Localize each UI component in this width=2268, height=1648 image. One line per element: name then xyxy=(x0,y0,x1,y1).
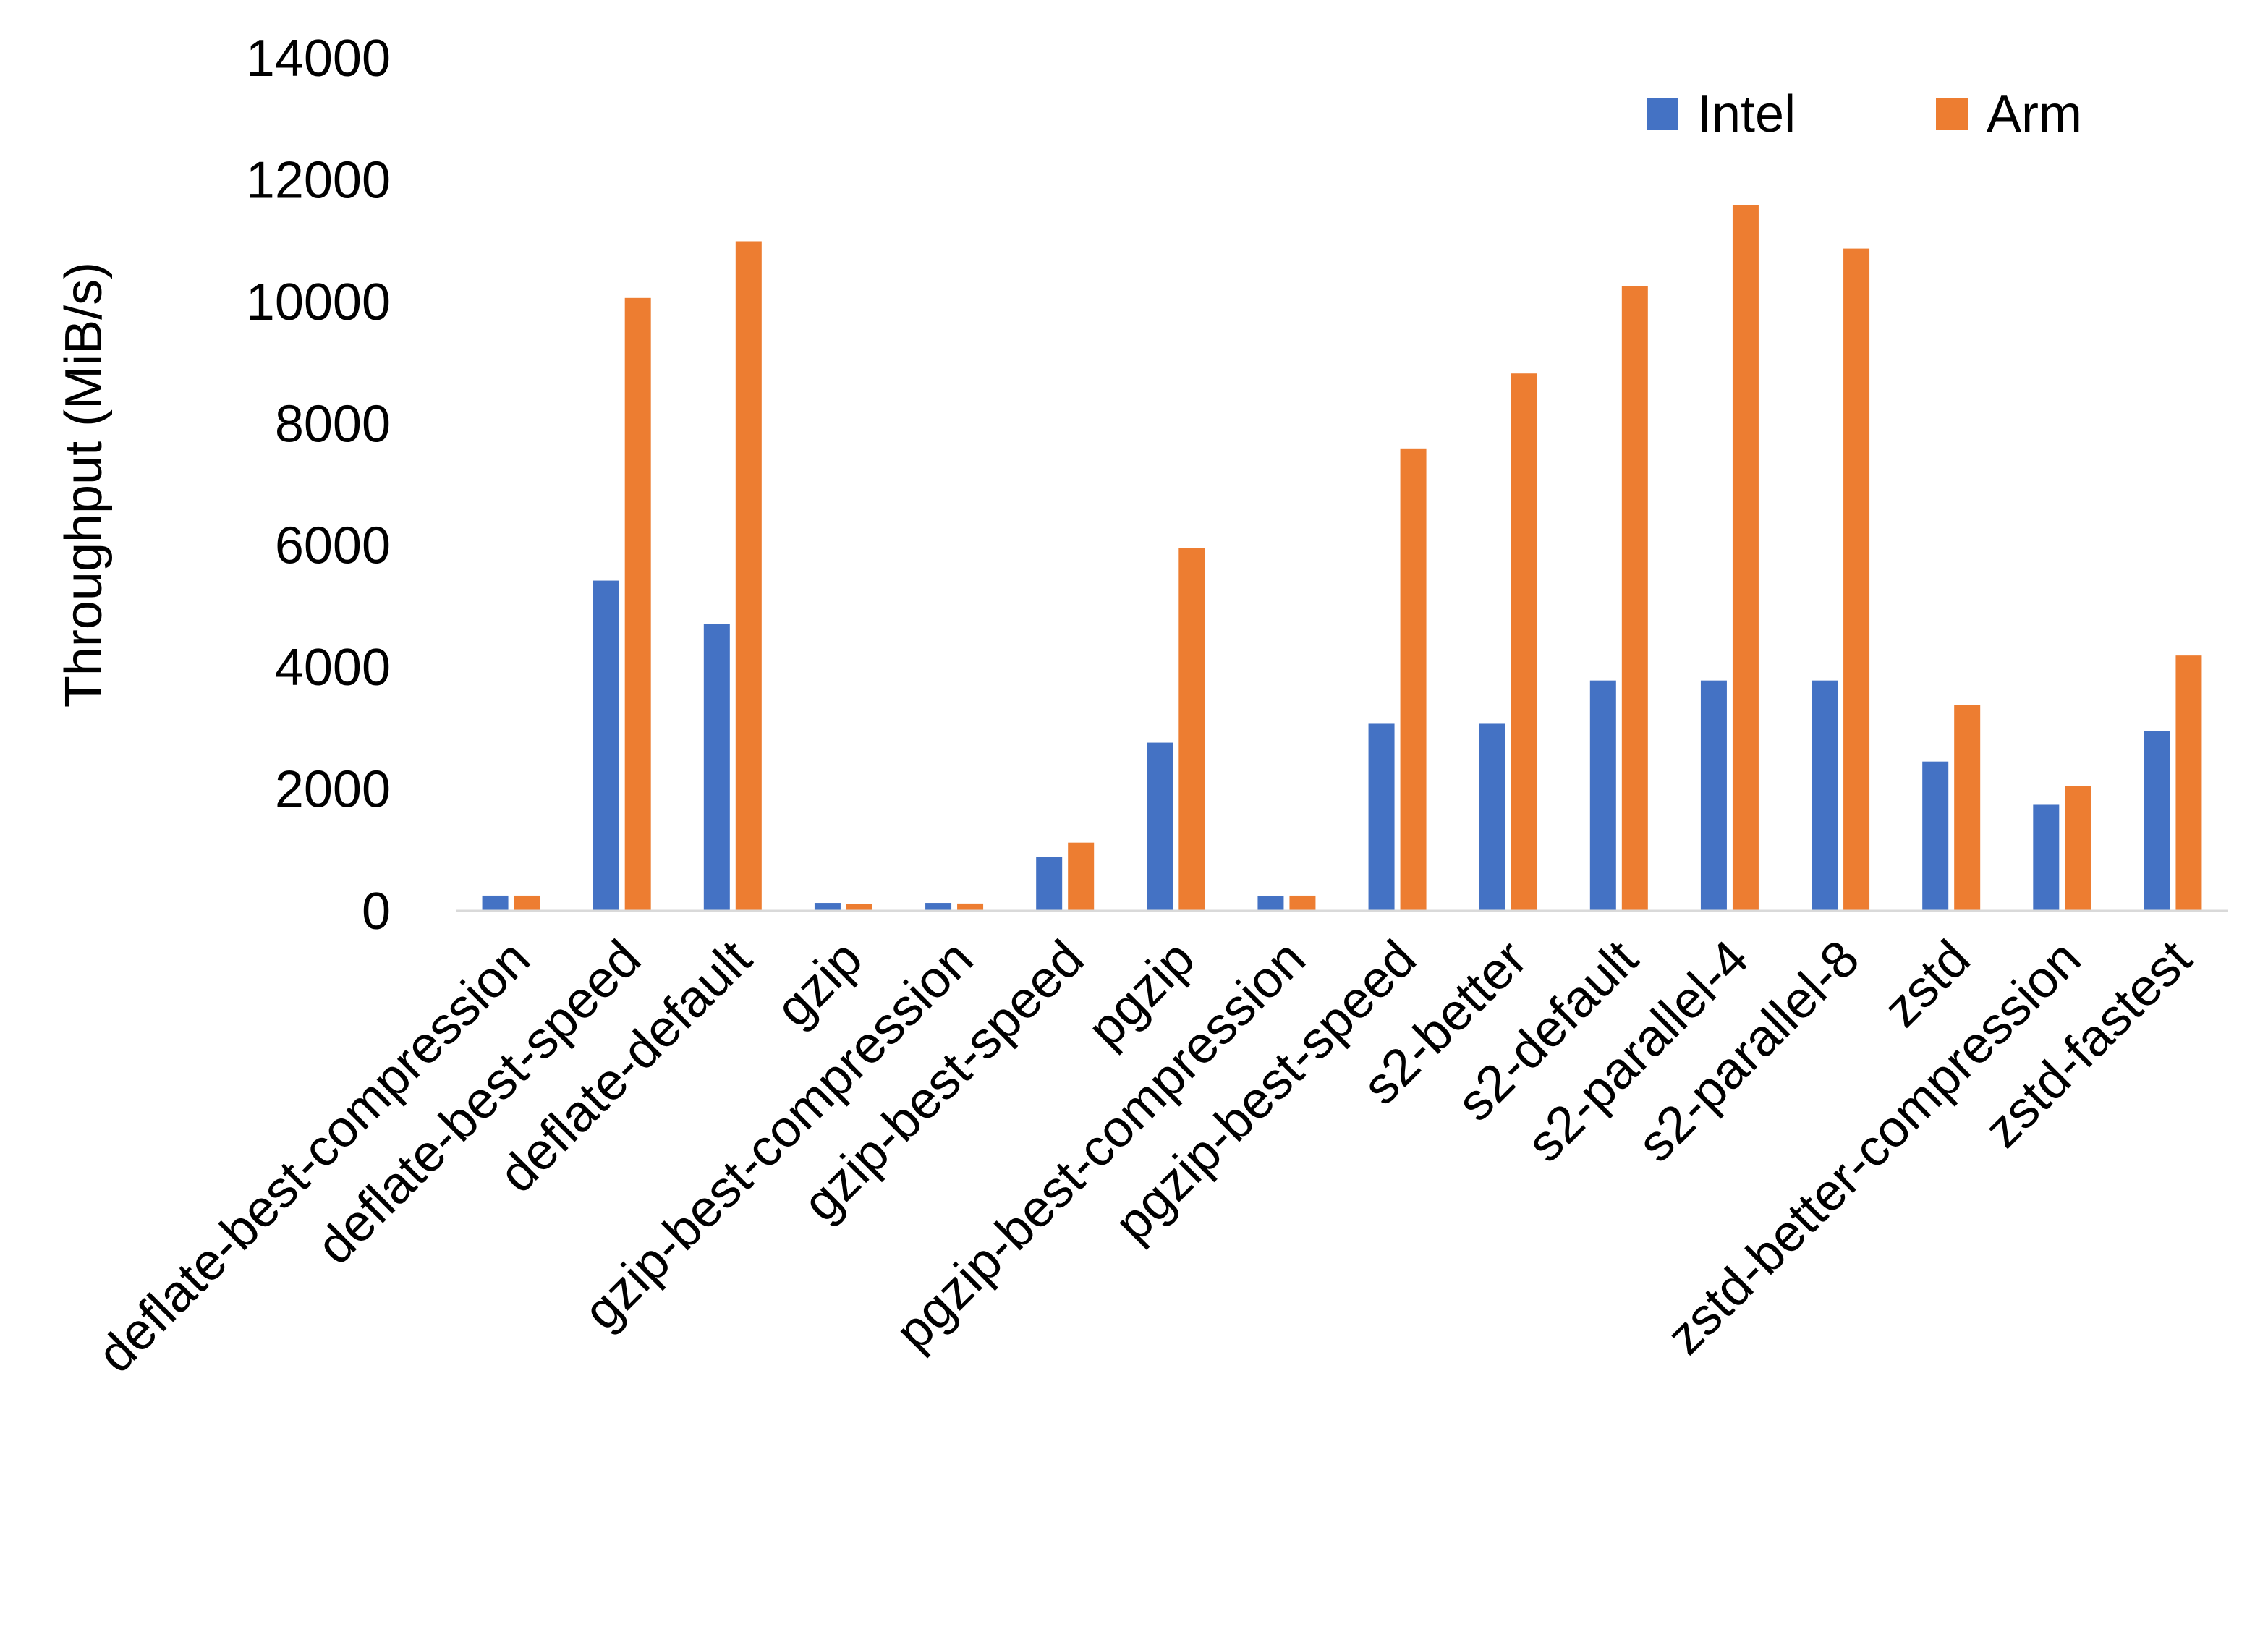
y-tick-label: 12000 xyxy=(246,151,391,209)
bar-arm-s2-parallel-8 xyxy=(1843,248,1870,912)
x-tick-label: deflate-best-compression xyxy=(87,930,541,1384)
bar-arm-s2-default xyxy=(1621,286,1648,911)
y-axis-title: Throughput (MiB/s) xyxy=(55,262,113,708)
bar-arm-s2-parallel-4 xyxy=(1732,205,1759,911)
bar-intel-pgzip-best-speed xyxy=(1368,723,1395,911)
y-tick-label: 14000 xyxy=(246,30,391,88)
bar-intel-s2-parallel-8 xyxy=(1812,680,1838,911)
bar-arm-pgzip-best-speed xyxy=(1400,448,1427,911)
y-tick-label: 0 xyxy=(362,883,391,940)
bar-arm-zstd-better-compression xyxy=(2065,786,2091,911)
bar-arm-deflate-best-compression xyxy=(514,895,540,911)
bar-arm-deflate-default xyxy=(735,241,762,911)
bar-intel-gzip xyxy=(814,903,841,911)
legend-label-intel: Intel xyxy=(1697,85,1796,143)
bar-intel-pgzip-best-compression xyxy=(1257,896,1284,911)
bar-intel-gzip-best-speed xyxy=(1036,857,1063,911)
bar-intel-s2-parallel-4 xyxy=(1700,680,1727,911)
bar-intel-s2-default xyxy=(1589,680,1616,911)
bar-intel-zstd-better-compression xyxy=(2033,804,2060,911)
bar-arm-deflate-best-speed xyxy=(624,297,651,911)
bar-intel-zstd xyxy=(1922,761,1949,911)
bar-arm-pgzip-best-compression xyxy=(1289,895,1316,911)
bar-intel-gzip-best-compression xyxy=(925,903,952,911)
bar-arm-zstd-fastest xyxy=(2175,655,2202,911)
bar-intel-zstd-fastest xyxy=(2144,731,2170,911)
bar-intel-deflate-best-compression xyxy=(482,895,509,911)
bar-arm-gzip xyxy=(846,904,872,911)
y-tick-label: 8000 xyxy=(275,395,391,453)
bar-intel-s2-better xyxy=(1479,723,1505,911)
bar-intel-deflate-best-speed xyxy=(593,580,619,911)
bar-intel-deflate-default xyxy=(703,624,730,911)
bar-arm-zstd xyxy=(1954,705,1981,911)
bar-arm-pgzip xyxy=(1178,548,1205,911)
y-tick-label: 6000 xyxy=(275,517,391,575)
bar-arm-s2-better xyxy=(1511,373,1537,911)
bar-intel-pgzip xyxy=(1147,742,1173,911)
y-tick-label: 2000 xyxy=(275,761,391,819)
legend-swatch-intel xyxy=(1647,98,1678,130)
bar-arm-gzip-best-compression xyxy=(957,903,984,911)
legend-label-arm: Arm xyxy=(1987,85,2082,143)
y-tick-label: 4000 xyxy=(275,639,391,697)
bar-arm-gzip-best-speed xyxy=(1068,842,1095,911)
legend-swatch-arm xyxy=(1936,98,1968,130)
y-tick-label: 10000 xyxy=(246,273,391,331)
